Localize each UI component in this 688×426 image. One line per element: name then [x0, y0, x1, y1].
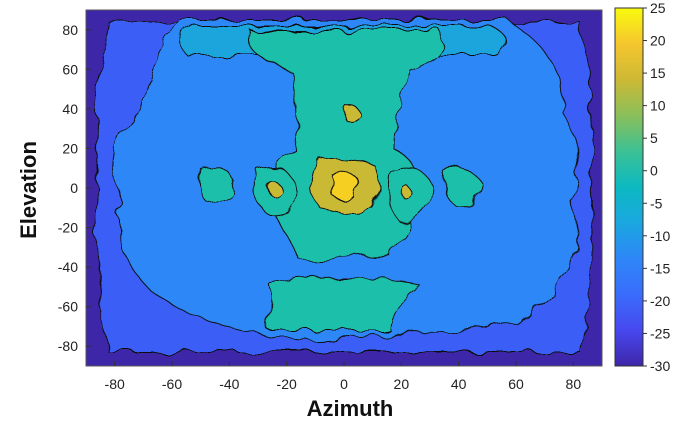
- colorbar-tick-label: -25: [650, 325, 670, 341]
- contour-band-mid-lower: [267, 277, 422, 331]
- colorbar-tick-label: 5: [650, 130, 658, 146]
- colorbar-tick-label: -20: [650, 293, 670, 309]
- colorbar-tick-label: 20: [650, 33, 666, 49]
- y-tick-label: 60: [62, 61, 78, 77]
- x-tick-label: -20: [277, 376, 297, 392]
- colorbar-tick-label: 10: [650, 98, 666, 114]
- y-axis: 80 60 40 20 0 -20 -40 -60 -80: [58, 22, 91, 354]
- colorbar: [614, 7, 644, 367]
- x-tick-label: -60: [162, 376, 182, 392]
- x-tick-label: 80: [566, 376, 582, 392]
- contour-band-high-right: [401, 187, 413, 199]
- colorbar-axis: 25 20 15 10 5 0 -5 -10 -15 -20 -25 -30: [643, 0, 670, 374]
- y-tick-label: 20: [62, 140, 78, 156]
- contour-band-mid-far-left: [198, 165, 236, 206]
- colorbar-tick-label: -5: [650, 195, 663, 211]
- x-tick-label: -40: [219, 376, 239, 392]
- y-tick-label: 80: [62, 22, 78, 38]
- y-tick-label: 40: [62, 101, 78, 117]
- x-axis: -80 -60 -40 -20 0 20 40 60 80: [105, 361, 582, 392]
- x-tick-label: 20: [394, 376, 410, 392]
- y-tick-label: -60: [58, 299, 78, 315]
- y-axis-label: Elevation: [16, 141, 41, 239]
- contour-band-high-upper: [343, 105, 361, 121]
- colorbar-tick-label: 0: [650, 163, 658, 179]
- x-tick-label: -80: [105, 376, 125, 392]
- contour-band-mid-far-right: [442, 169, 485, 206]
- colorbar-tick-label: -15: [650, 260, 670, 276]
- y-tick-label: -20: [58, 220, 78, 236]
- plot-area: [86, 10, 602, 366]
- colorbar-tick-label: -10: [650, 228, 670, 244]
- colorbar-tick-label: 15: [650, 65, 666, 81]
- colorbar-tick-label: -30: [650, 358, 670, 374]
- y-tick-label: -80: [58, 338, 78, 354]
- x-tick-label: 60: [508, 376, 524, 392]
- contour-band-high-left: [268, 180, 281, 195]
- y-tick-label: 0: [70, 180, 78, 196]
- y-tick-label: -40: [58, 259, 78, 275]
- colorbar-tick-label: 25: [650, 0, 666, 16]
- x-tick-label: 40: [451, 376, 467, 392]
- contour-band-highest: [330, 173, 358, 200]
- x-tick-label: 0: [340, 376, 348, 392]
- x-axis-label: Azimuth: [307, 396, 394, 421]
